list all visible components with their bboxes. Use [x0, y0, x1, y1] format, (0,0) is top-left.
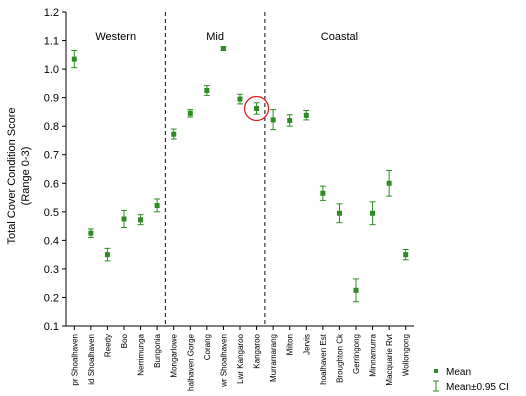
x-tick-label: Nerrimunga: [137, 333, 146, 375]
x-tick-label: Lwr Kangaroo: [236, 333, 245, 383]
mean-point: [187, 110, 193, 116]
mean-point: [71, 56, 77, 62]
x-tick-label: Bungonia: [153, 333, 162, 367]
legend-ci-label: Mean±0.95 CI: [446, 382, 509, 393]
legend-mean-marker: [434, 369, 438, 373]
x-tick-label: Kangaroo: [253, 333, 262, 368]
x-tick-label: Reedy: [103, 334, 112, 357]
x-tick-label: hoalhaven Est: [319, 333, 328, 384]
x-tick-label: pr Shoalhaven: [70, 334, 79, 386]
x-tick-label: Jervis: [302, 334, 311, 355]
mean-point: [254, 105, 260, 111]
x-tick-label: halhaven Gorge: [186, 333, 195, 390]
legend-mean-label: Mean: [446, 367, 471, 378]
y-axis-subtitle: (Range 0-3): [20, 147, 32, 206]
mean-point: [270, 117, 276, 123]
mean-point: [88, 230, 94, 236]
y-tick-label: 1.2: [44, 7, 59, 19]
mean-point: [237, 96, 243, 102]
y-tick-label: 1.1: [44, 36, 59, 48]
mean-point: [403, 252, 409, 258]
x-tick-label: Wollongong: [402, 334, 411, 376]
x-tick-label: Macquarie Rvt: [385, 333, 394, 385]
y-tick-label: 0.5: [44, 207, 59, 219]
x-tick-label: wr Shoalhaven: [219, 334, 228, 388]
y-tick-label: 1.0: [44, 64, 59, 76]
mean-point: [336, 210, 342, 216]
mean-point: [121, 216, 127, 222]
y-tick-label: 0.7: [44, 150, 59, 162]
highlight-circle: [243, 95, 270, 122]
y-tick-label: 0.1: [44, 321, 59, 333]
x-tick-label: Boo: [120, 333, 129, 348]
legend: Mean Mean±0.95 CI: [433, 367, 509, 393]
y-tick-label: 0.6: [44, 178, 59, 190]
mean-point: [287, 117, 293, 123]
y-tick-label: 0.2: [44, 292, 59, 304]
mean-point: [154, 203, 160, 209]
mean-point: [138, 217, 144, 223]
mean-point: [386, 180, 392, 186]
region-label: Western: [95, 31, 136, 43]
mean-point: [370, 210, 376, 216]
y-tick-label: 0.9: [44, 93, 59, 105]
y-axis-title: Total Cover Condition Score: [6, 108, 18, 245]
mean-point: [220, 46, 226, 52]
x-tick-label: Milton: [286, 334, 295, 355]
region-label: Coastal: [321, 31, 358, 43]
region-label: Mid: [206, 31, 224, 43]
mean-point: [171, 131, 177, 137]
mean-point: [204, 88, 210, 93]
x-tick-label: id Shoalhaven: [87, 334, 96, 385]
y-tick-label: 0.4: [44, 235, 59, 247]
x-tick-label: Broughton Ck: [335, 333, 344, 383]
plot-area: 0.1 0.2 0.3 0.4 0.5 0.6 0.7 0.8 0.9 1.0 1.1 1.2 pr S…: [44, 7, 414, 391]
x-tick-label: Corang: [203, 334, 212, 360]
mean-point: [320, 190, 326, 196]
mean-point: [303, 112, 309, 118]
x-tick-label: Mongarlowe: [170, 333, 179, 377]
x-tick-label: Murramarang: [269, 334, 278, 382]
mean-point: [104, 252, 110, 258]
x-tick-label: Gerringong: [352, 334, 361, 374]
y-tick-label: 0.8: [44, 121, 59, 133]
mean-point: [353, 287, 359, 293]
x-tick-label: Minnamurra: [369, 333, 378, 376]
y-tick-label: 0.3: [44, 264, 59, 276]
y-axis-label: Total Cover Condition Score (Range 0-3): [6, 108, 32, 245]
